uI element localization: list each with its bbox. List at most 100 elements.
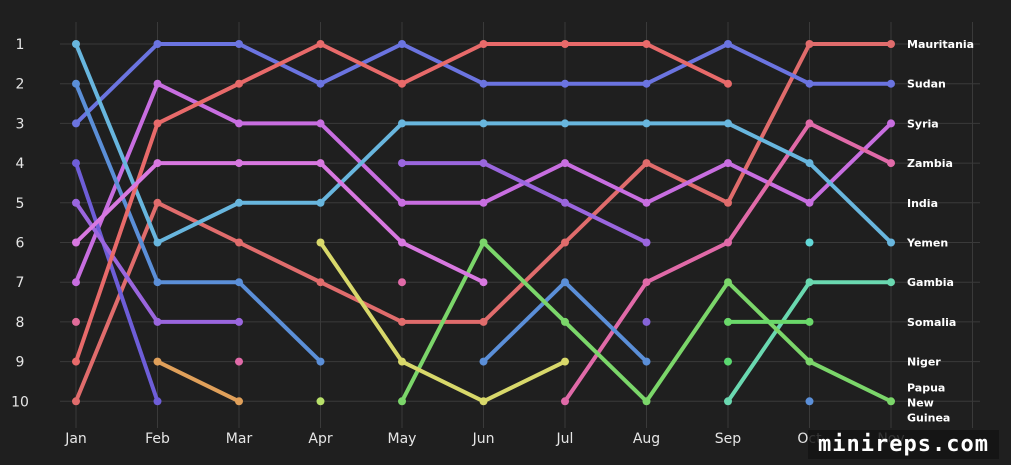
series-line	[74, 161, 160, 404]
series-end-label-line: Papua	[907, 381, 945, 394]
data-point	[642, 357, 651, 366]
data-point	[642, 79, 651, 88]
data-point	[642, 317, 651, 326]
data-point	[316, 357, 325, 366]
series-end-label: Sudan	[907, 78, 946, 91]
data-point	[72, 357, 80, 366]
x-tick-label: May	[388, 431, 417, 447]
data-point	[724, 278, 732, 287]
series-line	[155, 359, 241, 404]
data-point	[805, 119, 814, 128]
y-tick-label: 4	[16, 156, 25, 172]
series-line	[74, 161, 486, 285]
data-point	[479, 198, 488, 207]
data-point	[479, 317, 488, 326]
series-end-label: Somalia	[907, 316, 956, 329]
data-point	[316, 119, 325, 128]
data-point	[153, 278, 162, 287]
data-point	[887, 278, 895, 287]
data-point	[642, 40, 651, 48]
data-point	[153, 198, 162, 207]
data-point	[398, 397, 406, 406]
y-tick-label: 6	[16, 236, 25, 252]
data-point	[72, 119, 80, 128]
series-end-label: Syria	[907, 117, 939, 130]
series-end-label: Mauritania	[907, 38, 974, 51]
data-point	[398, 119, 406, 128]
data-point	[561, 278, 569, 287]
data-point	[398, 238, 406, 247]
data-point	[235, 119, 243, 128]
data-point	[316, 278, 325, 287]
y-tick-label: 2	[16, 77, 25, 93]
data-point	[561, 198, 569, 207]
data-point	[724, 40, 732, 48]
data-point	[316, 159, 325, 168]
x-tick-label: Sep	[715, 431, 742, 447]
data-point	[316, 397, 325, 406]
data-point	[479, 238, 488, 247]
series-end-label: India	[907, 197, 938, 210]
data-point	[316, 79, 325, 88]
data-point	[72, 397, 80, 406]
data-point	[153, 397, 162, 406]
data-point	[724, 317, 732, 326]
data-point	[153, 40, 162, 48]
data-point	[72, 317, 80, 326]
y-tick-label: 7	[16, 275, 25, 291]
x-tick-label: Jun	[472, 431, 495, 447]
data-point	[805, 357, 814, 366]
data-point	[235, 198, 243, 207]
data-point	[316, 238, 325, 247]
data-point	[235, 397, 243, 406]
series-end-label: Niger	[907, 356, 941, 369]
y-tick-label: 9	[16, 355, 25, 371]
data-point	[153, 238, 162, 247]
data-point	[642, 278, 651, 287]
data-point	[561, 119, 569, 128]
data-point	[561, 79, 569, 88]
data-point	[235, 159, 243, 168]
data-point	[153, 317, 162, 326]
data-point	[479, 397, 488, 406]
data-point	[72, 40, 80, 48]
data-point	[724, 397, 732, 406]
data-point	[724, 238, 732, 247]
data-point	[479, 79, 488, 88]
data-point	[724, 159, 732, 168]
data-point	[72, 198, 80, 207]
data-point	[235, 40, 243, 48]
y-tick-label: 5	[16, 196, 25, 212]
data-point	[235, 317, 243, 326]
data-point	[887, 159, 895, 168]
data-point	[398, 357, 406, 366]
data-point	[805, 198, 814, 207]
data-point	[72, 238, 80, 247]
x-tick-label: Jul	[556, 431, 574, 447]
data-point	[153, 357, 162, 366]
x-tick-label: Mar	[226, 431, 253, 447]
data-point	[642, 198, 651, 207]
data-point	[724, 198, 732, 207]
data-point	[72, 278, 80, 287]
series-end-label: Gambia	[907, 276, 954, 289]
data-point	[642, 238, 651, 247]
data-point	[805, 278, 814, 287]
data-point	[642, 397, 651, 406]
data-point	[316, 40, 325, 48]
data-point	[479, 119, 488, 128]
data-point	[153, 119, 162, 128]
data-point	[642, 159, 651, 168]
data-point	[479, 159, 488, 168]
data-point	[887, 119, 895, 128]
data-point	[724, 357, 732, 366]
data-point	[398, 278, 406, 287]
data-point	[561, 159, 569, 168]
data-point	[642, 119, 651, 128]
data-point	[887, 79, 895, 88]
data-point	[561, 357, 569, 366]
data-point	[316, 198, 325, 207]
series-end-label: Papua New Guinea	[907, 381, 950, 424]
